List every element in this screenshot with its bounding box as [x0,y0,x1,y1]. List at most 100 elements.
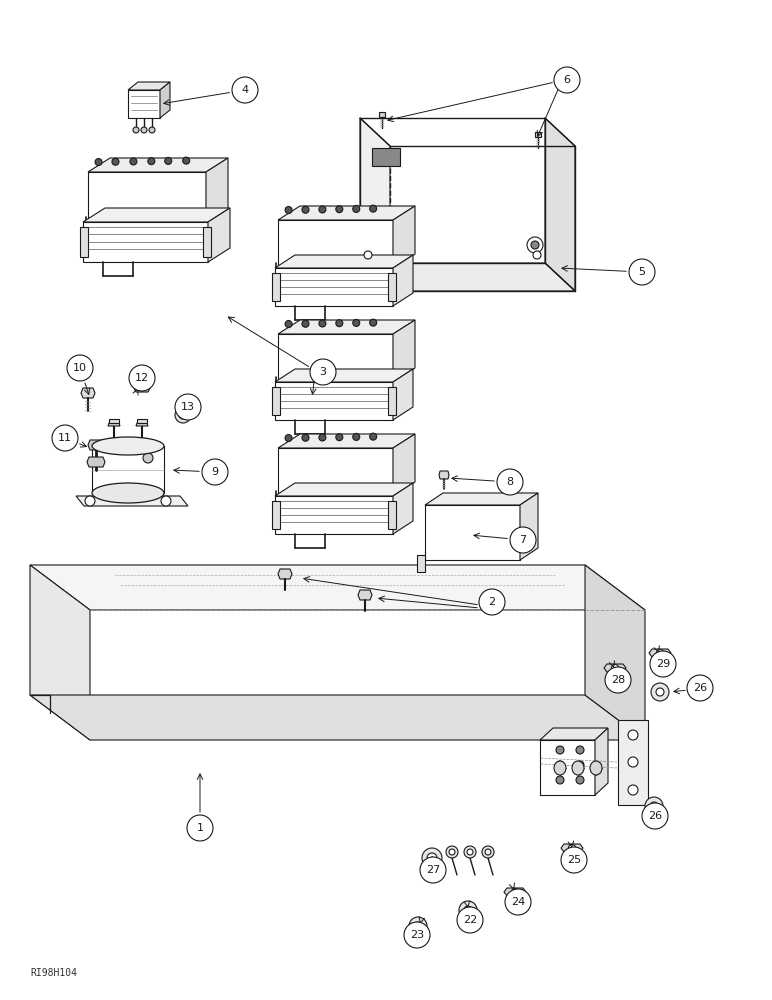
Circle shape [370,205,377,212]
Circle shape [175,394,201,420]
Circle shape [161,496,171,506]
Polygon shape [83,208,230,222]
Polygon shape [393,320,415,382]
Polygon shape [561,844,583,852]
Polygon shape [87,457,105,467]
Polygon shape [585,565,645,740]
Text: 6: 6 [564,75,571,85]
Circle shape [353,319,360,326]
Text: 26: 26 [648,811,662,821]
Polygon shape [272,387,280,415]
Circle shape [112,158,119,165]
Circle shape [554,67,580,93]
Circle shape [464,906,472,914]
Circle shape [422,848,442,868]
Circle shape [302,206,309,213]
Circle shape [139,385,145,391]
Circle shape [642,803,668,829]
Polygon shape [379,112,385,117]
Polygon shape [388,387,396,415]
Circle shape [656,649,664,657]
Circle shape [149,127,155,133]
Polygon shape [137,419,147,423]
Polygon shape [360,118,390,291]
Circle shape [370,319,377,326]
Ellipse shape [554,761,566,775]
Polygon shape [278,320,415,334]
Polygon shape [604,664,626,672]
Circle shape [133,127,139,133]
Polygon shape [393,434,415,496]
Polygon shape [275,382,393,420]
Polygon shape [393,206,415,268]
Polygon shape [88,158,228,172]
Circle shape [650,651,676,677]
Polygon shape [76,496,188,506]
Circle shape [576,776,584,784]
Circle shape [336,434,343,441]
Polygon shape [278,220,393,268]
Polygon shape [203,227,211,257]
Polygon shape [278,569,292,579]
Circle shape [464,846,476,858]
Polygon shape [417,555,425,572]
Circle shape [527,237,543,253]
Polygon shape [275,369,413,382]
Text: 23: 23 [410,930,424,940]
Circle shape [141,127,147,133]
Polygon shape [134,384,150,392]
Text: 8: 8 [506,477,513,487]
Polygon shape [128,82,170,90]
Circle shape [370,433,377,440]
Circle shape [285,321,292,328]
Circle shape [645,797,663,815]
Circle shape [689,681,707,699]
Circle shape [187,815,213,841]
Polygon shape [545,118,575,291]
Text: 27: 27 [426,865,440,875]
Polygon shape [649,649,671,657]
Polygon shape [108,423,120,426]
Circle shape [651,683,669,701]
Circle shape [568,844,576,852]
Circle shape [285,435,292,442]
Polygon shape [275,496,393,534]
Circle shape [67,355,93,381]
Circle shape [85,496,95,506]
Circle shape [319,206,326,213]
Circle shape [561,847,587,873]
Text: 13: 13 [181,402,195,412]
Circle shape [449,849,455,855]
Circle shape [179,411,187,419]
Circle shape [576,761,584,769]
Polygon shape [81,388,95,398]
Circle shape [605,667,631,693]
Text: RI98H104: RI98H104 [30,968,77,978]
Circle shape [511,888,519,896]
Polygon shape [275,483,413,496]
Text: 11: 11 [58,433,72,443]
Circle shape [148,158,155,165]
Circle shape [364,251,372,259]
Circle shape [427,853,437,863]
Polygon shape [206,158,228,222]
Text: 29: 29 [656,659,670,669]
Circle shape [628,785,638,795]
Polygon shape [425,493,538,505]
Polygon shape [128,90,160,118]
Polygon shape [160,82,170,118]
Polygon shape [535,132,541,137]
Circle shape [457,907,483,933]
Circle shape [319,434,326,441]
Polygon shape [388,501,396,529]
Circle shape [656,688,664,696]
Circle shape [479,589,505,615]
Ellipse shape [572,761,584,775]
Ellipse shape [92,483,164,503]
Text: 7: 7 [520,535,527,545]
Text: 9: 9 [212,467,218,477]
Circle shape [505,889,531,915]
Polygon shape [88,172,206,222]
Circle shape [129,365,155,391]
Circle shape [629,259,655,285]
